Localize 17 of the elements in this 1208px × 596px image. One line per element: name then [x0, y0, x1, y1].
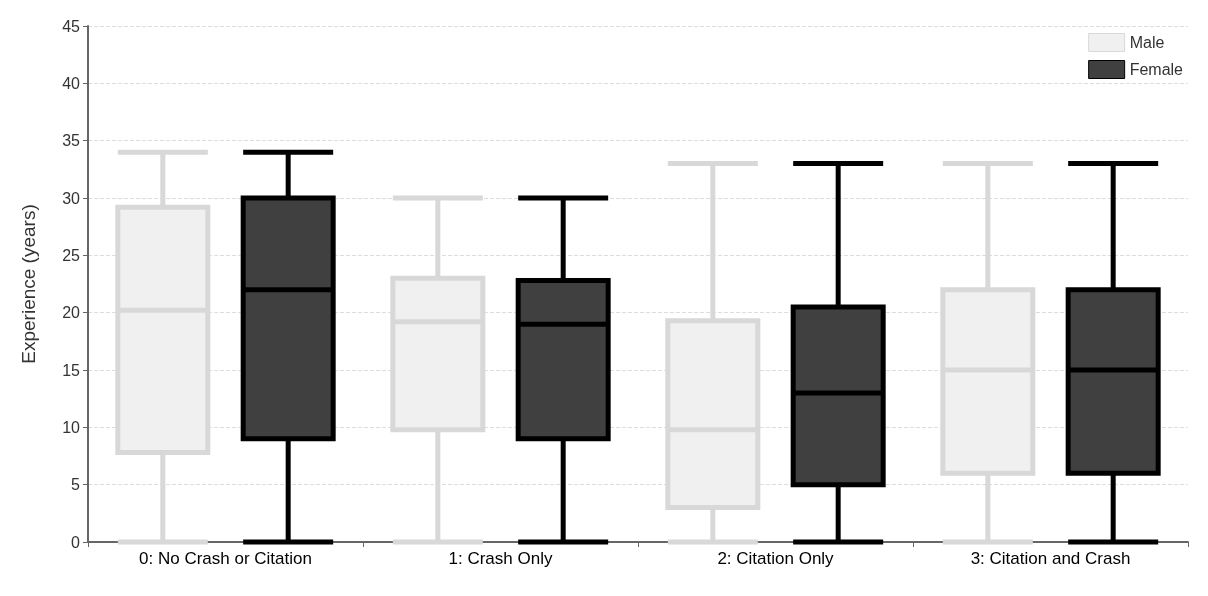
y-tick-label: 20: [62, 304, 81, 322]
y-tick-label: 15: [62, 361, 81, 379]
x-tick-label: 3: Citation and Crash: [970, 549, 1131, 568]
y-tick-label: 5: [71, 476, 81, 494]
legend-label: Male: [1129, 34, 1165, 51]
y-tick-label: 10: [62, 418, 81, 436]
y-tick-label: 45: [62, 17, 81, 35]
y-tick-label: 35: [62, 132, 81, 150]
y-tick-label: 0: [71, 533, 81, 551]
x-tick-label: 2: Citation Only: [717, 549, 835, 568]
y-tick-label: 25: [62, 246, 81, 264]
y-tick-label: 30: [62, 189, 81, 207]
x-tick-label: 0: No Crash or Citation: [139, 549, 312, 568]
y-axis-title: Experience (years): [18, 204, 39, 364]
y-tick-label: 40: [62, 74, 81, 92]
x-tick-label: 1: Crash Only: [448, 549, 553, 568]
legend-label: Female: [1129, 61, 1184, 78]
